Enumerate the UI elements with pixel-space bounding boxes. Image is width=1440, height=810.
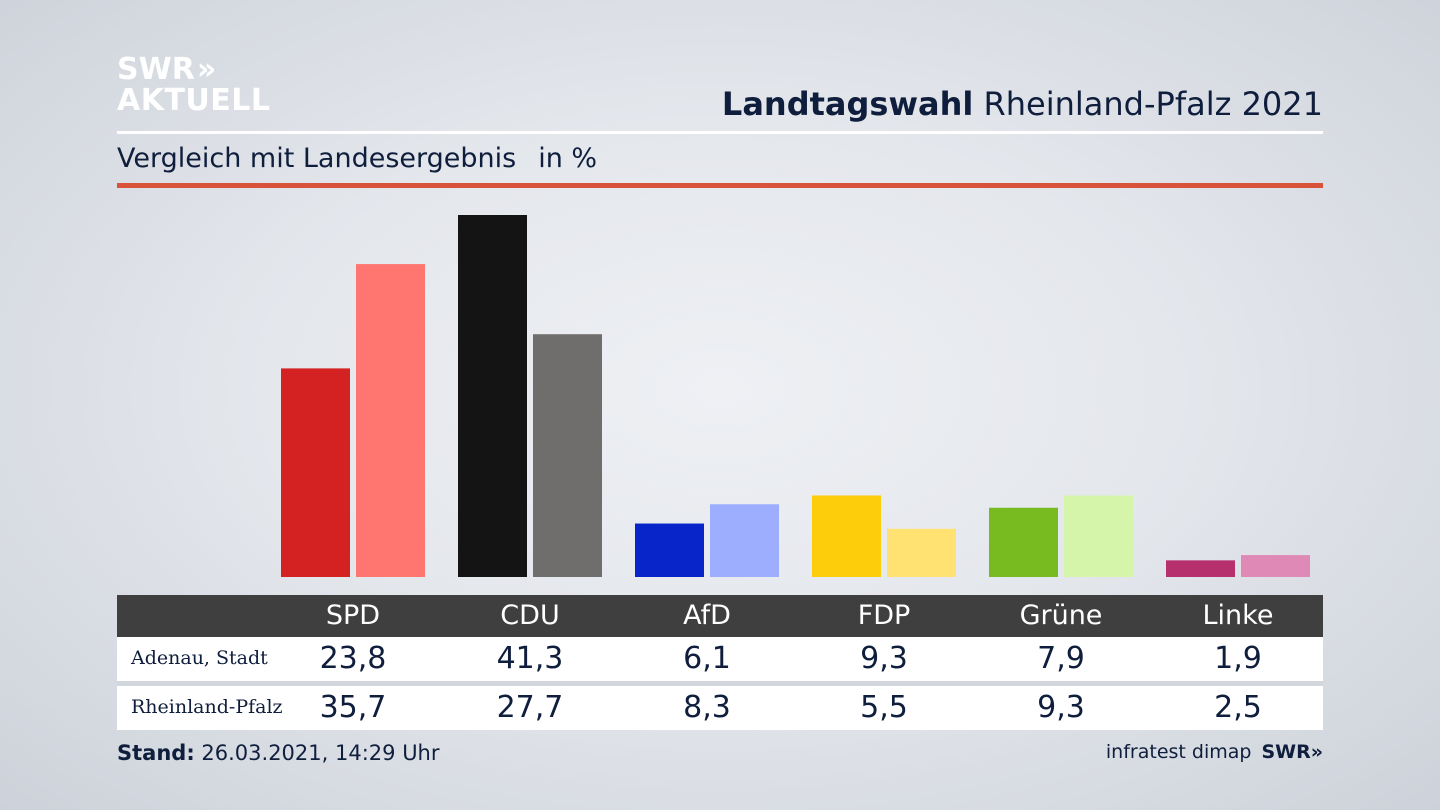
table-cell-value: 1,9: [1214, 641, 1262, 676]
row-separator: [117, 681, 1323, 686]
subtitle-text: Vergleich mit Landesergebnis: [117, 143, 517, 174]
stand-label: Stand:: [117, 741, 195, 765]
party-label: Linke: [1202, 600, 1274, 631]
subtitle-unit: in %: [538, 143, 598, 174]
party-label: FDP: [857, 600, 911, 631]
row-label: Rheinland-Pfalz: [131, 696, 283, 718]
bar-spd-state: [356, 264, 425, 577]
swr-brand-logo: SWR»: [1261, 741, 1323, 763]
subtitle: Vergleich mit Landesergebnis in %: [117, 143, 597, 174]
bar-gruene-local: [989, 507, 1058, 577]
table-row: Rheinland-Pfalz 35,7 27,7 8,3 5,5 9,3 2,5: [117, 686, 1323, 730]
title-rest: Rheinland-Pfalz 2021: [983, 85, 1323, 123]
party-label: CDU: [500, 600, 560, 631]
bar-cdu-local: [458, 215, 527, 577]
logo-swr: SWR: [117, 52, 195, 87]
bar-linke-local: [1166, 560, 1235, 577]
bar-cdu-state: [533, 334, 602, 577]
table-cell-value: 9,3: [860, 641, 908, 676]
table-cell-value: 27,7: [496, 690, 564, 725]
logo-aktuell: AKTUELL: [117, 83, 271, 118]
bar-spd-local: [281, 368, 350, 577]
bar-linke-state: [1241, 555, 1310, 577]
table-cell-value: 41,3: [496, 641, 564, 676]
source-text: infratest dimap: [1105, 741, 1252, 763]
title-divider: [117, 131, 1323, 134]
table-cell-value: 35,7: [319, 690, 387, 725]
table-cell-value: 7,9: [1037, 641, 1085, 676]
title-bold: Landtagswahl: [721, 85, 974, 123]
bar-afd-state: [710, 504, 779, 577]
row-label: Adenau, Stadt: [131, 647, 268, 669]
stand-value: 26.03.2021, 14:29 Uhr: [201, 741, 440, 765]
table-cell-value: 6,1: [683, 641, 731, 676]
party-header-row: SPD CDU AfD FDP Grüne Linke: [117, 595, 1323, 637]
party-label: Grüne: [1019, 600, 1103, 631]
timestamp: Stand: 26.03.2021, 14:29 Uhr: [117, 741, 440, 765]
bar-chart: [281, 215, 1310, 577]
bar-fdp-local: [812, 495, 881, 577]
accent-divider: [117, 183, 1323, 188]
table-cell-value: 2,5: [1214, 690, 1262, 725]
table-row: Adenau, Stadt 23,8 41,3 6,1 9,3 7,9 1,9: [117, 637, 1323, 681]
page-title: Landtagswahl Rheinland-Pfalz 2021: [722, 85, 1323, 123]
bar-afd-local: [635, 523, 704, 577]
table-cell-value: 8,3: [683, 690, 731, 725]
table-cell-value: 9,3: [1037, 690, 1085, 725]
bar-fdp-state: [887, 528, 956, 577]
source-credit: infratest dimap SWR»: [1106, 741, 1323, 763]
table-cell-value: 5,5: [860, 690, 908, 725]
swr-aktuell-logo: SWR» AKTUELL: [117, 54, 271, 116]
party-label: AfD: [683, 600, 731, 631]
bar-gruene-state: [1064, 495, 1133, 577]
party-label: SPD: [325, 600, 381, 631]
table-cell-value: 23,8: [319, 641, 387, 676]
